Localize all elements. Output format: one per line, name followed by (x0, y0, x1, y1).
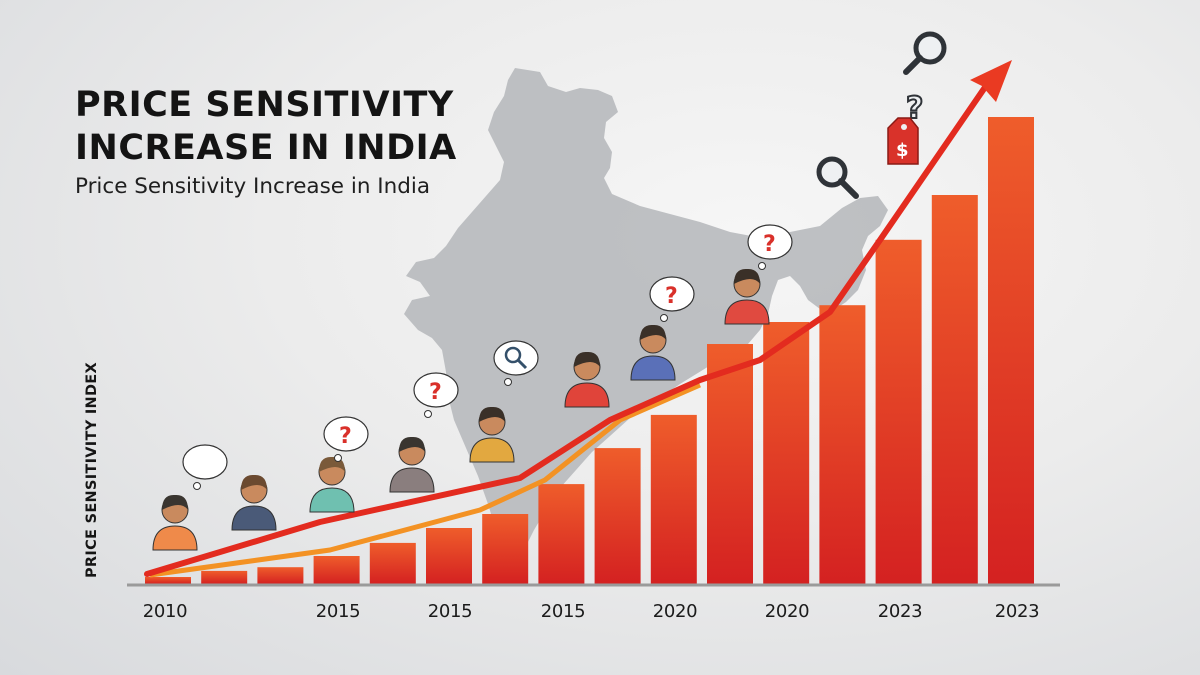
bar (313, 556, 360, 584)
people-illustrations: ???? (152, 224, 793, 551)
bar (369, 542, 416, 584)
bar (763, 322, 810, 584)
thought-bubble-question-icon: ? (649, 276, 695, 322)
magnifier-icon (903, 31, 947, 75)
x-tick-label: 2010 (142, 601, 188, 622)
person-woman-orange-saree (152, 494, 198, 551)
thought-bubble-magnifier-icon (493, 340, 539, 386)
bar (257, 567, 304, 584)
india-map-silhouette (404, 68, 888, 560)
title-block: PRICE SENSITIVITY INCREASE IN INDIA Pric… (75, 84, 457, 199)
x-tick-label: 2023 (877, 601, 923, 622)
thought-bubble-question-icon: ? (747, 224, 793, 270)
bar (707, 344, 753, 584)
bar (819, 305, 866, 584)
x-tick-label: 2020 (652, 601, 698, 622)
svg-text:?: ? (429, 380, 442, 405)
person-woman-blue-saree (630, 324, 676, 381)
x-tick-label: 2015 (427, 601, 473, 622)
person-man-suit-glasses (231, 474, 277, 531)
x-tick-label: 2015 (540, 601, 586, 622)
bar-series (145, 117, 1034, 585)
x-tick-label: 2020 (764, 601, 810, 622)
y-axis-label: PRICE SENSITIVITY INDEX (84, 362, 100, 578)
person-woman-yellow-kurta (469, 406, 515, 463)
bar (875, 239, 922, 585)
person-man-red-kurta-beard (564, 351, 610, 408)
x-tick-label: 2015 (315, 601, 361, 622)
magnifier-icon (816, 156, 859, 199)
thought-bubble-question-icon: ? (413, 372, 459, 418)
bar (594, 448, 641, 584)
svg-text:?: ? (665, 284, 678, 309)
svg-text:?: ? (339, 424, 352, 449)
svg-text:?: ? (763, 232, 776, 257)
trend-arrowhead-icon (970, 60, 1012, 102)
bar (426, 528, 472, 584)
bar (145, 577, 191, 584)
trend-line-orange (149, 382, 702, 578)
bar (931, 195, 978, 584)
x-tick-label: 2023 (994, 601, 1040, 622)
thought-bubble-icon (182, 444, 228, 490)
page-subtitle: Price Sensitivity Increase in India (75, 174, 431, 199)
bar (482, 514, 529, 584)
bar (650, 414, 697, 584)
bar (538, 484, 585, 584)
bar (988, 117, 1034, 584)
price-tag-dollar-icon: $ (887, 117, 919, 165)
bar (201, 570, 248, 584)
person-woman-gray-saree (389, 436, 435, 493)
trend-line-red (144, 77, 993, 577)
person-woman-teal-saree-glasses (309, 456, 355, 513)
thought-bubble-question-icon: ? (323, 416, 369, 462)
person-woman-red-white-saree (724, 268, 770, 325)
page-title: PRICE SENSITIVITY INCREASE IN INDIA (75, 85, 457, 168)
svg-text:$: $ (896, 140, 909, 161)
